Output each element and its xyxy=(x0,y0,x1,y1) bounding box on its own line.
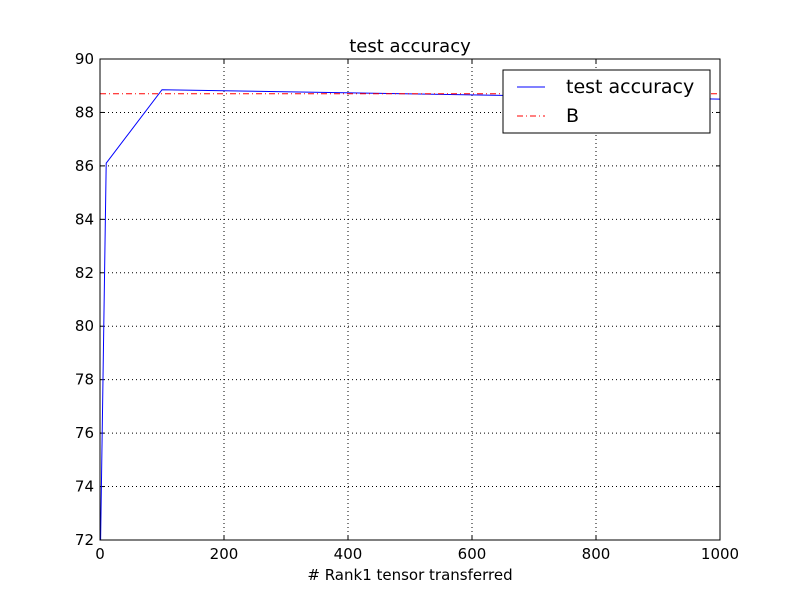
y-tick-label: 80 xyxy=(75,317,94,335)
x-tick-label: 0 xyxy=(95,545,105,563)
y-tick-label: 84 xyxy=(75,210,94,228)
legend: test accuracy B xyxy=(502,69,711,134)
x-tick-label: 400 xyxy=(334,545,363,563)
y-tick-label: 86 xyxy=(75,157,94,175)
ticks: 0 200 400 600 800 1000 72 74 76 78 80 82 84 86 88 90 xyxy=(75,50,739,563)
x-tick-label: 200 xyxy=(210,545,239,563)
y-tick-label: 78 xyxy=(75,371,94,389)
y-tick-label: 72 xyxy=(75,531,94,549)
legend-label-test-accuracy: test accuracy xyxy=(566,76,694,98)
plot-frame xyxy=(99,58,721,541)
x-tick-label: 1000 xyxy=(701,545,739,563)
legend-label-b: B xyxy=(566,105,579,127)
series-line-test-accuracy xyxy=(100,89,720,540)
x-axis-title: # Rank1 tensor transferred xyxy=(307,566,512,584)
chart-title: test accuracy xyxy=(349,36,471,57)
x-tick-label: 600 xyxy=(458,545,487,563)
y-tick-label: 76 xyxy=(75,424,94,442)
y-tick-label: 90 xyxy=(75,50,94,68)
y-tick-label: 82 xyxy=(75,264,94,282)
legend-box xyxy=(502,69,711,134)
x-tick-label: 800 xyxy=(582,545,611,563)
y-tick-label: 74 xyxy=(75,478,94,496)
y-tick-label: 88 xyxy=(75,103,94,121)
